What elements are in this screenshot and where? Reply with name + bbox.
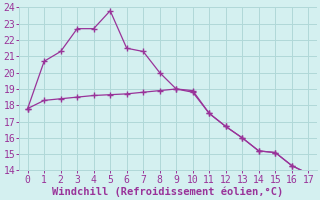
X-axis label: Windchill (Refroidissement éolien,°C): Windchill (Refroidissement éolien,°C) bbox=[52, 186, 284, 197]
